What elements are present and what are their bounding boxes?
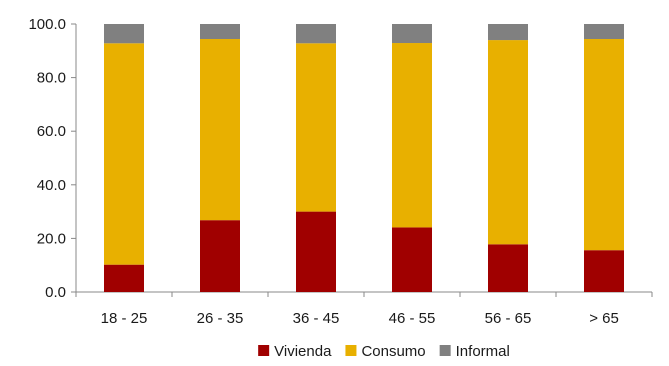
bar-segment-informal: [584, 24, 624, 40]
x-tick-label: 26 - 35: [197, 310, 244, 327]
y-tick-label: 60.0: [37, 123, 66, 140]
bar-stack: [200, 24, 240, 292]
legend-label: Informal: [456, 343, 510, 360]
y-tick-label: 100.0: [28, 16, 66, 33]
legend-swatch: [439, 345, 451, 356]
y-tick-label: 40.0: [37, 177, 66, 194]
x-axis: 18 - 25 26 - 35 36 - 45 46 - 55 56 - 65 > 65: [75, 291, 653, 327]
bar-stack: [488, 24, 528, 292]
y-axis: 0.0 20.0 40.0 60.0 80.0 100.0: [28, 16, 77, 301]
bar-segment-informal: [104, 24, 144, 44]
bar-segment-vivienda: [200, 220, 240, 292]
legend-swatch: [345, 345, 357, 356]
bar-segment-vivienda: [296, 211, 336, 292]
bar-stack: [584, 24, 624, 292]
bar-segment-informal: [392, 24, 432, 44]
x-tick-label: 56 - 65: [485, 310, 532, 327]
x-tick-label: > 65: [589, 310, 619, 327]
x-tick-label: 36 - 45: [293, 310, 340, 327]
y-tick-label: 20.0: [37, 230, 66, 247]
bar-segment-consumo: [584, 39, 624, 251]
bar-segment-informal: [488, 24, 528, 41]
bar-segment-consumo: [392, 43, 432, 228]
legend-item-vivienda: Vivienda: [258, 343, 332, 360]
bar-segment-consumo: [488, 40, 528, 245]
bar-segment-vivienda: [104, 264, 144, 292]
legend-label: Consumo: [361, 343, 425, 360]
bar-segment-vivienda: [392, 227, 432, 292]
legend-item-consumo: Consumo: [345, 343, 426, 360]
bar-segment-consumo: [296, 43, 336, 212]
x-tick-label: 46 - 55: [389, 310, 436, 327]
bar-stack: [392, 24, 432, 292]
bar-segment-vivienda: [584, 250, 624, 292]
bar-segment-informal: [200, 24, 240, 40]
bars: [104, 24, 624, 292]
legend: Vivienda Consumo Informal: [258, 343, 510, 360]
bar-segment-vivienda: [488, 244, 528, 292]
legend-swatch: [258, 345, 270, 356]
legend-label: Vivienda: [274, 343, 332, 360]
x-tick-label: 18 - 25: [101, 310, 148, 327]
bar-stack: [104, 24, 144, 292]
y-tick-label: 80.0: [37, 70, 66, 87]
bar-segment-consumo: [200, 39, 240, 221]
bar-segment-informal: [296, 24, 336, 44]
legend-item-informal: Informal: [439, 343, 510, 360]
bar-stack: [296, 24, 336, 292]
bar-segment-consumo: [104, 43, 144, 265]
y-tick-label: 0.0: [45, 284, 66, 301]
